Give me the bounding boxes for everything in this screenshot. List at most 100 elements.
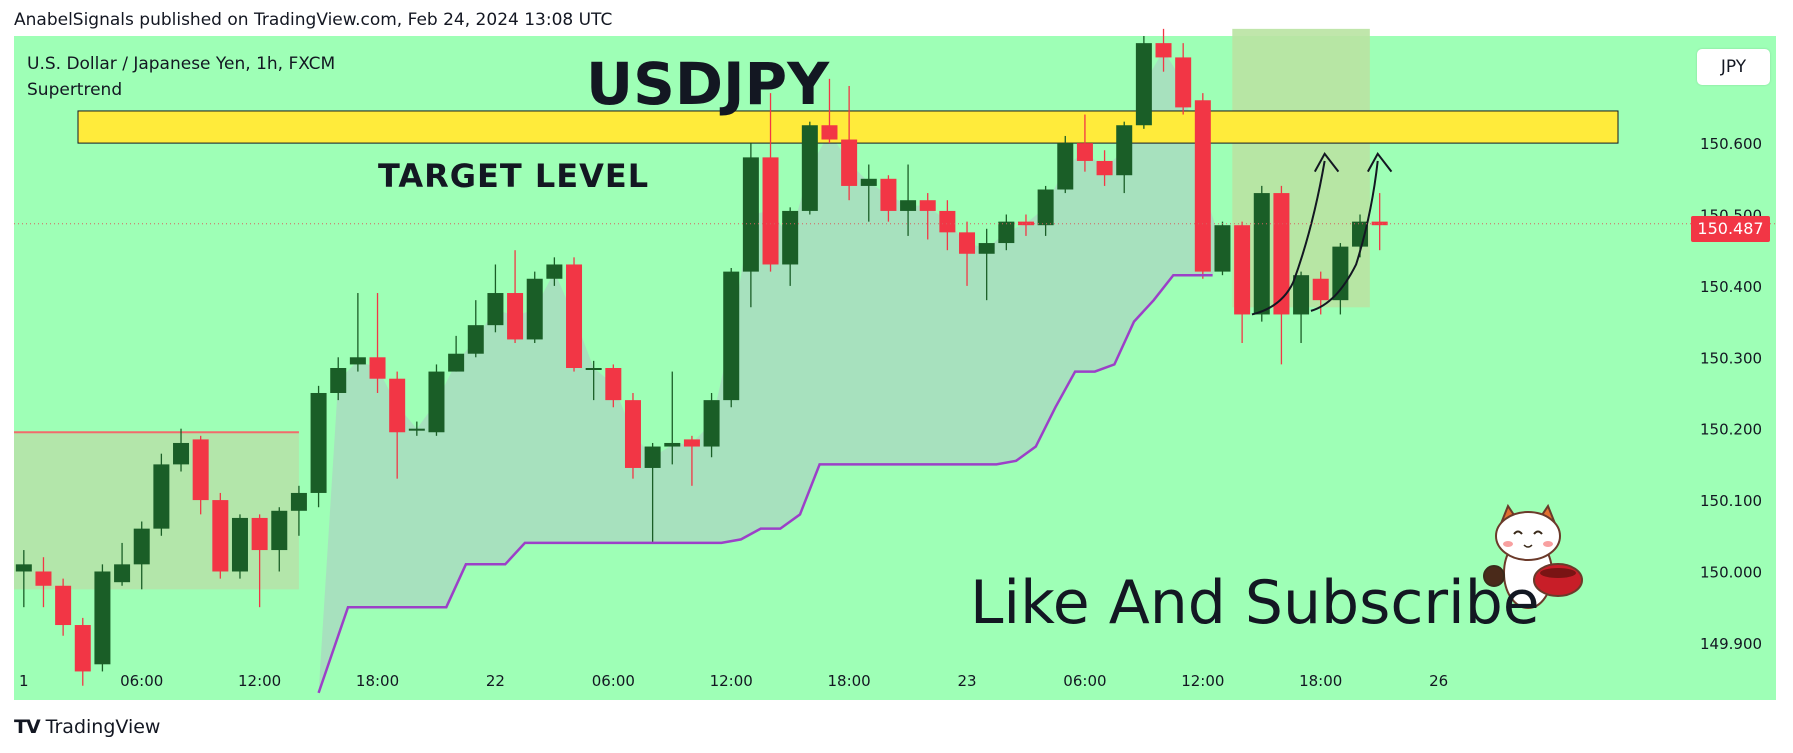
candle xyxy=(507,293,524,340)
candle xyxy=(114,564,131,583)
candle xyxy=(1037,189,1054,226)
candle xyxy=(546,264,563,279)
currency-button[interactable]: JPY xyxy=(1697,49,1770,85)
candle xyxy=(1096,160,1113,176)
candle xyxy=(74,625,91,672)
candle xyxy=(231,517,248,572)
candle xyxy=(173,442,190,465)
candle xyxy=(408,428,425,431)
candle xyxy=(762,157,779,265)
candle xyxy=(55,585,72,626)
candle xyxy=(212,500,229,572)
x-tick-label: 18:00 xyxy=(1299,672,1342,690)
candle xyxy=(1273,193,1290,315)
green-zone xyxy=(1232,28,1370,308)
arrow-2 xyxy=(1310,160,1379,312)
supertrend-fill xyxy=(318,50,1223,693)
candle xyxy=(644,446,661,468)
candle xyxy=(1234,225,1251,315)
tradingview-logo-icon: TV xyxy=(14,716,41,738)
candle xyxy=(1057,143,1074,190)
candle xyxy=(1116,125,1133,176)
candle xyxy=(821,125,838,140)
arrow-1 xyxy=(1251,160,1326,316)
target-level-label: TARGET LEVEL xyxy=(378,157,650,195)
y-tick-label: 150.300 xyxy=(1700,349,1762,367)
y-tick-label: 150.200 xyxy=(1700,421,1762,439)
supertrend-area xyxy=(318,50,1223,693)
supertrend-line xyxy=(317,273,1213,694)
candle xyxy=(1332,246,1349,301)
candle xyxy=(448,353,465,372)
cat-sticker-icon xyxy=(1483,503,1583,609)
candle xyxy=(271,510,288,551)
candle xyxy=(801,125,818,211)
x-tick-label: 23 xyxy=(957,672,976,690)
target-band-rect xyxy=(77,110,1619,144)
candle xyxy=(1155,43,1172,58)
chart-title: USDJPY xyxy=(586,50,830,118)
cta-text: Like And Subscribe xyxy=(970,568,1540,638)
candle xyxy=(919,200,936,211)
candle xyxy=(664,442,681,447)
candle xyxy=(585,368,602,370)
x-tick-label: 26 xyxy=(1429,672,1448,690)
candle xyxy=(1253,193,1270,315)
y-tick-label: 150.400 xyxy=(1700,278,1762,296)
candle xyxy=(683,439,700,447)
y-tick-label: 150.100 xyxy=(1700,492,1762,510)
candle xyxy=(998,221,1015,244)
y-tick-label: 149.900 xyxy=(1700,635,1762,653)
candle xyxy=(1293,275,1310,315)
candle xyxy=(900,200,917,211)
publish-header: AnabelSignals published on TradingView.c… xyxy=(14,10,613,30)
y-tick-label: 150.600 xyxy=(1700,135,1762,153)
x-tick-label: 06:00 xyxy=(592,672,635,690)
candle xyxy=(959,232,976,254)
candle xyxy=(1371,221,1388,226)
x-tick-label: 12:00 xyxy=(710,672,753,690)
arrow-1-head xyxy=(1313,151,1340,173)
target-band xyxy=(77,110,1619,144)
indicator-label[interactable]: Supertrend xyxy=(27,80,123,100)
candle xyxy=(94,571,111,665)
x-tick-label: 12:00 xyxy=(1181,672,1224,690)
x-tick-label: 22 xyxy=(486,672,505,690)
candle xyxy=(251,517,268,551)
candle xyxy=(330,368,347,393)
candle xyxy=(723,271,740,401)
candle xyxy=(133,528,150,565)
candle xyxy=(526,278,543,340)
x-tick-label: 12:00 xyxy=(238,672,281,690)
candle xyxy=(487,293,504,326)
candle xyxy=(605,368,622,401)
green-zone-box xyxy=(1232,28,1370,308)
candle xyxy=(841,139,858,186)
candle xyxy=(35,571,52,586)
arrow-2-head xyxy=(1367,151,1393,173)
footer-brand[interactable]: TV TradingView xyxy=(14,716,160,738)
candle xyxy=(1175,57,1192,108)
candle xyxy=(566,264,583,368)
symbol-label: U.S. Dollar / Japanese Yen, 1h, FXCM xyxy=(27,54,336,74)
x-tick-label: 18:00 xyxy=(356,672,399,690)
candle xyxy=(782,210,799,265)
candle xyxy=(290,492,307,511)
candle xyxy=(1135,43,1152,126)
candle xyxy=(624,400,641,468)
axes: 149.900 150.000 150.100 150.200 150.300 150.4… xyxy=(19,64,1762,690)
candle xyxy=(428,371,445,433)
y-tick-label: 150.000 xyxy=(1700,563,1762,581)
supertrend-path xyxy=(317,273,1213,694)
x-tick-label: 18:00 xyxy=(828,672,871,690)
x-tick-label: 1 xyxy=(19,672,29,690)
candle xyxy=(153,464,170,529)
candle xyxy=(349,357,366,365)
candle xyxy=(742,157,759,272)
x-tick-label: 06:00 xyxy=(1063,672,1106,690)
candle xyxy=(389,378,406,433)
candle xyxy=(369,357,386,379)
candle xyxy=(880,178,897,211)
candle xyxy=(1214,225,1231,272)
